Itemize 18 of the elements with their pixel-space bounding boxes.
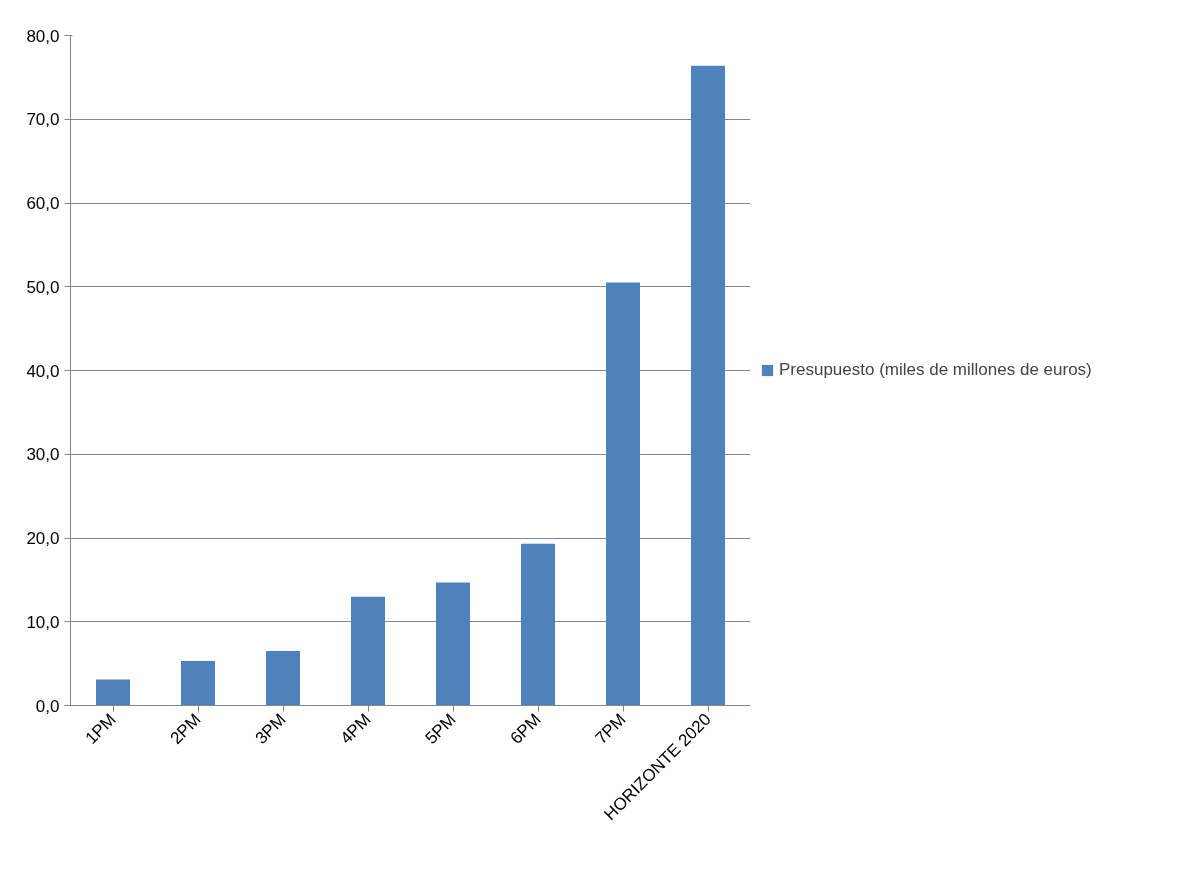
y-tick-label: 80,0 (26, 26, 60, 46)
y-tick-label: 50,0 (26, 277, 60, 297)
legend-label: Presupuesto (miles de millones de euros) (779, 360, 1092, 380)
y-tick-label: 70,0 (26, 110, 60, 130)
y-tick-label: 40,0 (26, 361, 60, 381)
y-tick-label: 20,0 (26, 529, 60, 548)
bar (181, 661, 215, 706)
bar (96, 679, 130, 706)
bar (521, 543, 555, 706)
bar (606, 282, 640, 706)
bar (691, 65, 725, 706)
y-tick-label: 10,0 (26, 612, 60, 632)
y-tick-label: 30,0 (26, 445, 60, 465)
bar (266, 651, 300, 706)
y-tick-label: 0,0 (35, 696, 60, 716)
y-tick-label: 60,0 (26, 194, 60, 213)
bar (351, 596, 385, 706)
bar (436, 582, 470, 706)
